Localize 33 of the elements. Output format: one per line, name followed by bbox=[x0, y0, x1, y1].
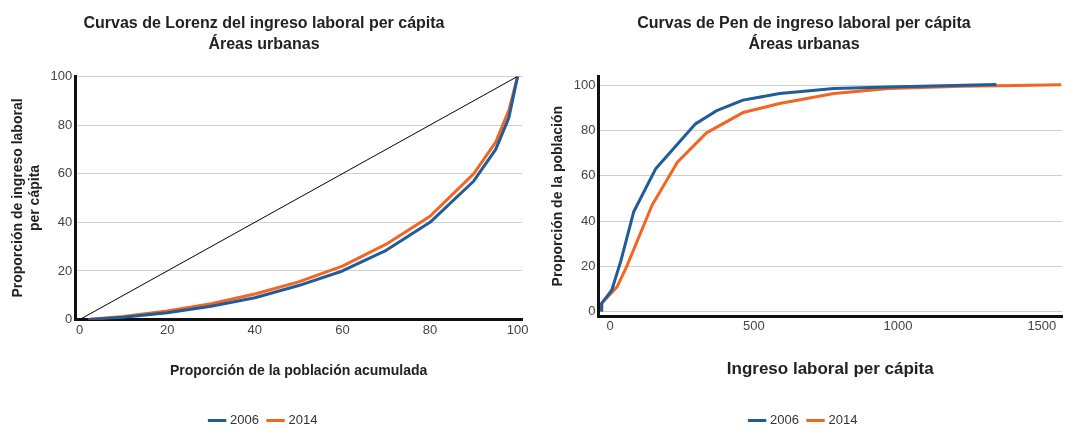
y-tick-label: 20 bbox=[581, 257, 596, 273]
y-tick-label: 20 bbox=[57, 262, 73, 278]
x-tick-label: 60 bbox=[335, 321, 350, 337]
y-tick-label: 40 bbox=[581, 212, 596, 228]
legend-label: 2014 bbox=[828, 412, 858, 428]
x-tick-label: 1500 bbox=[1027, 318, 1057, 334]
x-axis-title: Proporción de la población acumulada bbox=[169, 362, 428, 379]
y-tick-label: 60 bbox=[57, 165, 73, 181]
y-tick-label: 80 bbox=[581, 122, 596, 138]
chart-subtitle: Áreas urbanas bbox=[748, 34, 860, 53]
y-axis-title: Proporción de ingreso laboral per cápita bbox=[9, 98, 43, 298]
x-tick-label: 20 bbox=[160, 321, 175, 337]
y-tick-label: 0 bbox=[588, 303, 596, 319]
x-tick-label: 0 bbox=[606, 318, 614, 334]
x-tick-label: 80 bbox=[422, 321, 438, 337]
y-tick-label: 60 bbox=[581, 167, 596, 183]
y-tick-label: 100 bbox=[573, 77, 596, 93]
x-tick-label: 500 bbox=[743, 318, 765, 334]
y-tick-label: 100 bbox=[50, 67, 73, 83]
legend-label: 2006 bbox=[770, 412, 799, 428]
x-tick-label: 100 bbox=[506, 321, 529, 337]
legend-label: 2014 bbox=[288, 412, 318, 428]
x-tick-label: 1000 bbox=[883, 318, 913, 334]
y-tick-label: 40 bbox=[57, 213, 73, 229]
y-axis-title: Proporción de la población bbox=[549, 105, 566, 287]
chart-subtitle: Áreas urbanas bbox=[208, 34, 320, 53]
x-tick-label: 0 bbox=[76, 321, 84, 337]
y-tick-label: 80 bbox=[57, 116, 73, 132]
x-axis-title: Ingreso laboral per cápita bbox=[726, 359, 935, 379]
chart-title: Curvas de Pen de ingreso laboral per cápita bbox=[637, 14, 971, 32]
chart-title: Curvas de Lorenz del ingreso laboral per cápita bbox=[83, 14, 445, 32]
legend-label: 2006 bbox=[230, 412, 259, 428]
x-tick-label: 40 bbox=[247, 321, 263, 337]
